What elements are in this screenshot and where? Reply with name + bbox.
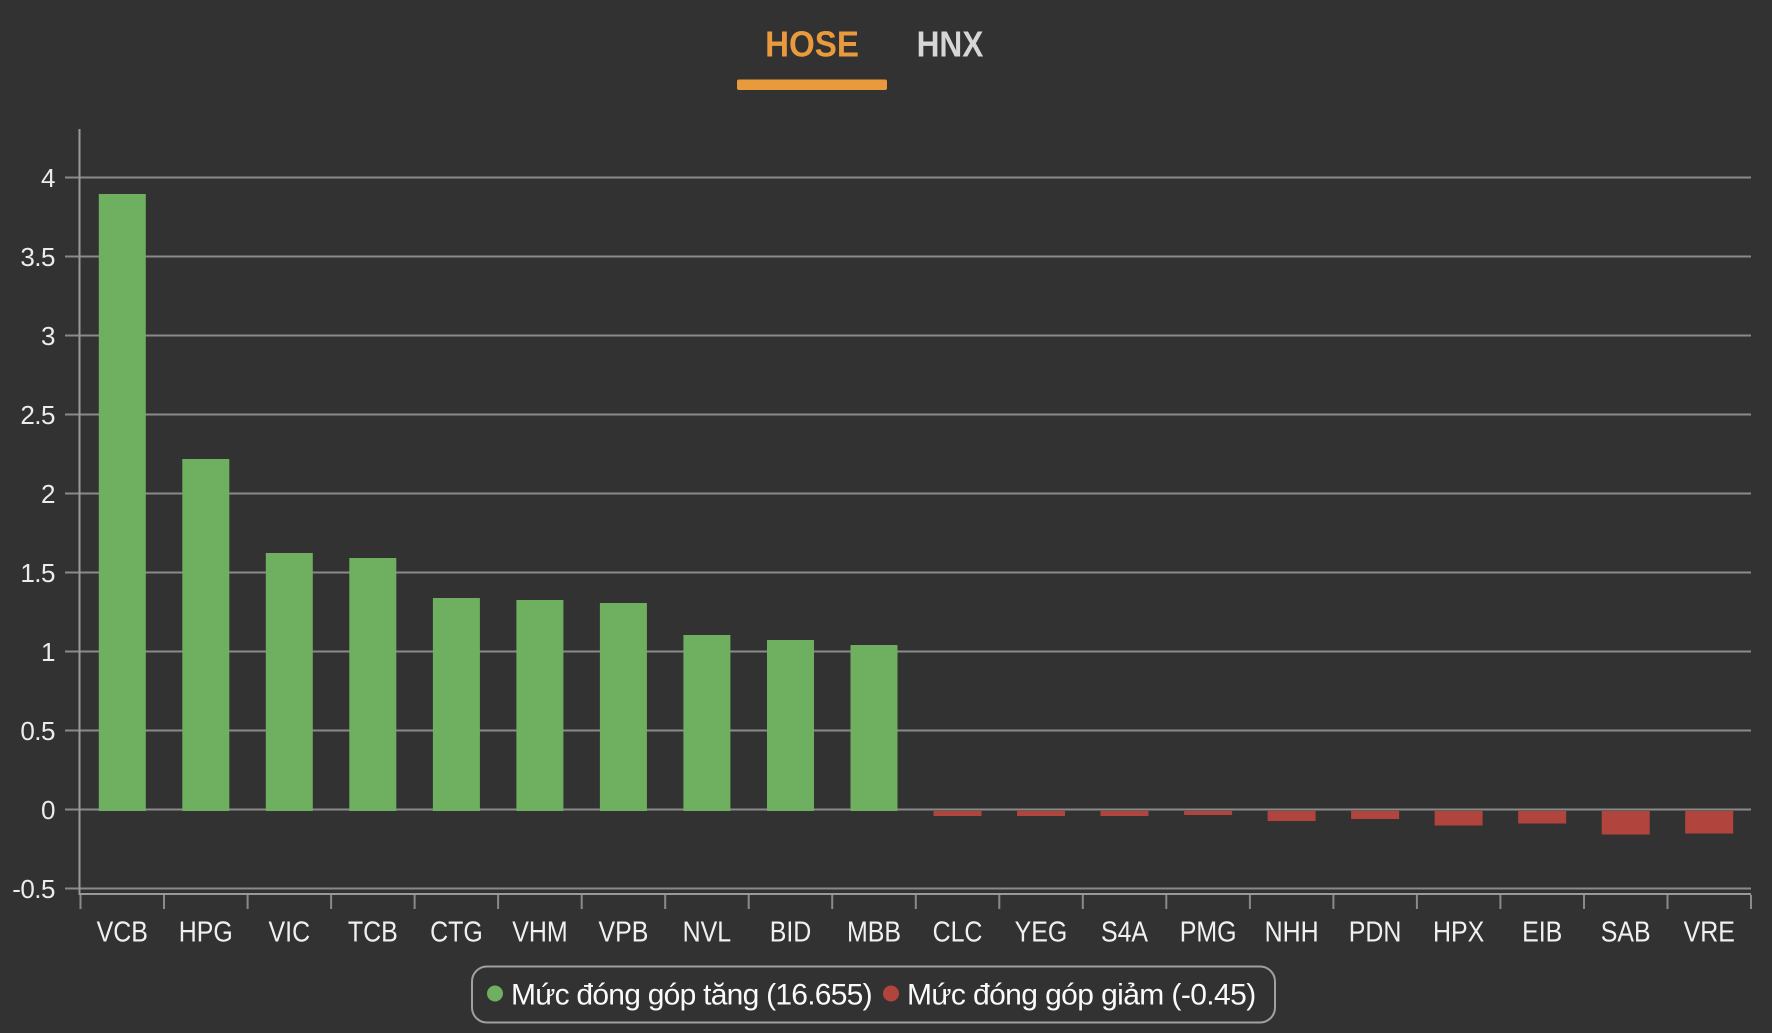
svg-text:VCB: VCB <box>97 916 148 948</box>
svg-text:3: 3 <box>41 321 55 351</box>
svg-text:-0.5: -0.5 <box>12 874 55 904</box>
svg-text:2: 2 <box>41 479 55 509</box>
svg-text:1: 1 <box>41 637 55 667</box>
svg-text:CLC: CLC <box>933 916 983 948</box>
svg-text:MBB: MBB <box>847 916 901 948</box>
svg-text:S4A: S4A <box>1101 916 1148 948</box>
svg-text:VPB: VPB <box>598 916 648 948</box>
svg-text:2.5: 2.5 <box>20 400 55 430</box>
svg-text:Mức đóng góp tăng (16.655): Mức đóng góp tăng (16.655) <box>511 979 872 1012</box>
svg-text:PMG: PMG <box>1180 916 1237 948</box>
svg-text:NVL: NVL <box>683 916 731 948</box>
svg-text:TCB: TCB <box>348 916 398 948</box>
svg-text:NHH: NHH <box>1265 916 1319 948</box>
svg-text:4: 4 <box>41 163 55 193</box>
svg-text:Mức đóng góp giảm (-0.45): Mức đóng góp giảm (-0.45) <box>907 979 1256 1012</box>
svg-text:3.5: 3.5 <box>20 242 55 272</box>
svg-text:HNX: HNX <box>917 25 984 65</box>
svg-text:0.5: 0.5 <box>20 716 55 746</box>
svg-text:HPG: HPG <box>179 916 233 948</box>
svg-text:PDN: PDN <box>1349 916 1402 948</box>
svg-text:VIC: VIC <box>269 916 311 948</box>
svg-text:BID: BID <box>770 916 812 948</box>
svg-text:0: 0 <box>41 795 55 825</box>
svg-text:YEG: YEG <box>1015 916 1068 948</box>
svg-text:1.5: 1.5 <box>20 558 55 588</box>
svg-text:VRE: VRE <box>1684 916 1735 948</box>
svg-text:EIB: EIB <box>1522 916 1562 948</box>
svg-text:VHM: VHM <box>512 916 567 948</box>
svg-text:SAB: SAB <box>1601 916 1651 948</box>
svg-text:HPX: HPX <box>1433 916 1484 948</box>
svg-text:HOSE: HOSE <box>765 25 859 65</box>
svg-text:CTG: CTG <box>430 916 483 948</box>
